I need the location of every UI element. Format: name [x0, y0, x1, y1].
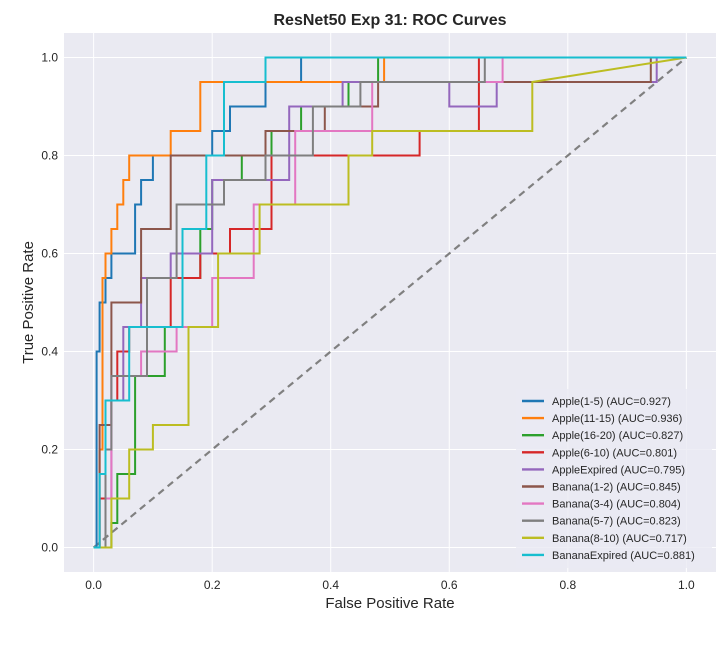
- roc-curve-9: [93, 56, 687, 549]
- legend-entry: Apple(1-5) (AUC=0.927): [552, 396, 671, 408]
- x-tick-label: 0.2: [204, 578, 221, 592]
- x-tick-label: 1.0: [678, 578, 695, 592]
- x-axis-label: False Positive Rate: [325, 595, 454, 612]
- roc-curve-2: [93, 56, 687, 549]
- y-tick-label: 0.6: [41, 247, 58, 261]
- tick-labels: 0.0 0.2 0.4 0.6 0.8 1.0 0.0 0.2 0.4 0.6 0.8 1.0: [41, 51, 695, 593]
- x-tick-label: 0.8: [559, 578, 576, 592]
- legend-entry: Banana(5-7) (AUC=0.823): [552, 516, 681, 528]
- roc-curve-10: [93, 56, 687, 549]
- y-tick-label: 0.8: [41, 149, 58, 163]
- legend-entry: Banana(3-4) (AUC=0.804): [552, 499, 681, 511]
- chance-line: [92, 56, 688, 549]
- chart-title: ResNet50 Exp 31: ROC Curves: [274, 12, 507, 29]
- y-axis-label: True Positive Rate: [20, 241, 37, 364]
- legend-box: [516, 389, 712, 568]
- roc-curve-7: [93, 56, 687, 549]
- series-lines: [93, 56, 687, 549]
- y-tick-label: 0.2: [41, 443, 58, 457]
- y-tick-label: 0.4: [41, 345, 58, 359]
- legend-entry: Banana(1-2) (AUC=0.845): [552, 482, 681, 494]
- legend-entry: Apple(11-15) (AUC=0.936): [552, 413, 682, 425]
- roc-curve-8: [93, 56, 687, 549]
- chance-diagonal-line: [92, 56, 688, 549]
- legend: Apple(1-5) (AUC=0.927) Apple(11-15) (AUC=…: [516, 389, 712, 568]
- x-tick-label: 0.6: [441, 578, 458, 592]
- roc-curve-1: [93, 56, 687, 549]
- legend-entry: Apple(6-10) (AUC=0.801): [552, 447, 677, 459]
- legend-entry: BananaExpired (AUC=0.881): [552, 550, 695, 562]
- x-tick-label: 0.4: [322, 578, 339, 592]
- y-tick-label: 1.0: [41, 51, 58, 65]
- legend-entry: Apple(16-20) (AUC=0.827): [552, 430, 683, 442]
- legend-entry: Banana(8-10) (AUC=0.717): [552, 533, 687, 545]
- y-tick-label: 0.0: [41, 541, 58, 555]
- x-tick-label: 0.0: [85, 578, 102, 592]
- legend-entry: AppleExpired (AUC=0.795): [552, 464, 685, 476]
